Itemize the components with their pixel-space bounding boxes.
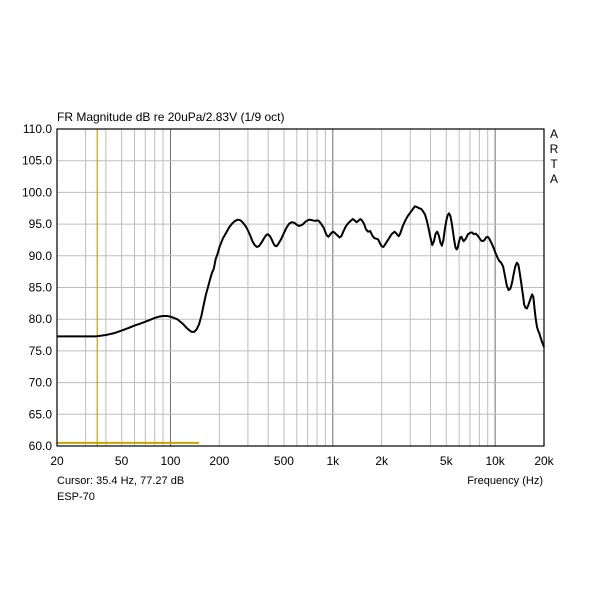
brand-letter: R [549,142,559,156]
y-tick-label: 80.0 [29,312,53,326]
x-tick-label: 200 [209,454,229,468]
brand-letter: A [549,172,558,186]
cursor-readout: Cursor: 35.4 Hz, 77.27 dB [57,475,185,487]
x-tick-label: 500 [274,454,294,468]
y-tick-label: 105.0 [22,154,52,168]
y-tick-label: 60.0 [29,439,53,453]
x-tick-label: 100 [160,454,180,468]
x-tick-label: 10k [485,454,505,468]
model-label: ESP-70 [57,491,95,503]
x-tick-label: 5k [440,454,454,468]
x-tick-label: 50 [115,454,129,468]
brand-letter: T [550,157,558,171]
x-axis-label: Frequency (Hz) [467,475,543,487]
y-tick-label: 90.0 [29,249,53,263]
y-tick-label: 100.0 [22,185,52,199]
brand-letter: A [549,127,558,141]
x-tick-label: 20 [50,454,64,468]
y-tick-label: 75.0 [29,344,53,358]
x-tick-label: 20k [534,454,554,468]
y-tick-label: 85.0 [29,281,53,295]
y-tick-label: 70.0 [29,376,53,390]
y-tick-label: 110.0 [23,122,52,136]
frequency-response-line [57,205,545,348]
x-tick-label: 1k [326,454,340,468]
y-tick-label: 95.0 [29,217,53,231]
x-tick-label: 2k [375,454,389,468]
y-tick-label: 65.0 [29,407,53,421]
plot-frame [56,128,545,447]
chart-title: FR Magnitude dB re 20uPa/2.83V (1/9 oct) [57,110,285,124]
brand-label: A R T A [548,127,560,187]
